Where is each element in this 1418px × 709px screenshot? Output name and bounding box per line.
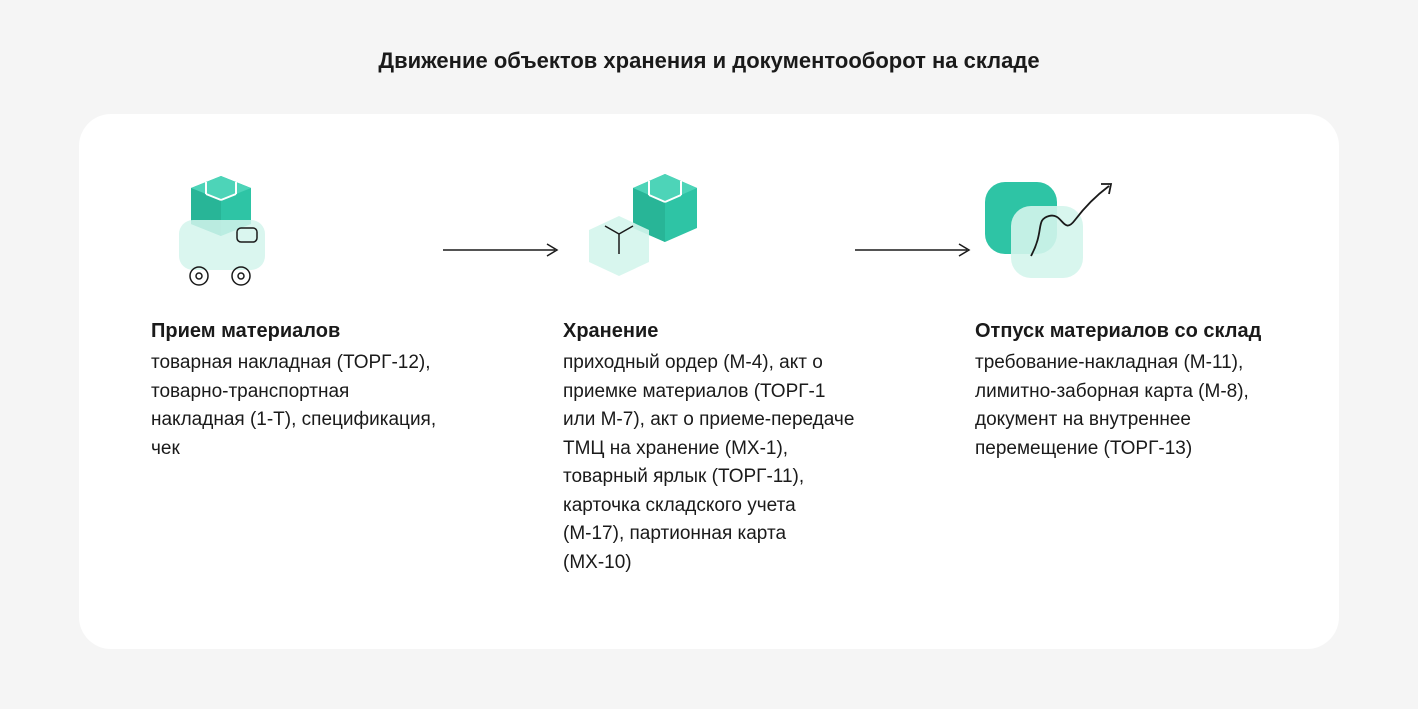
step-title: Прием материалов bbox=[151, 320, 443, 343]
receive-icon bbox=[151, 170, 443, 300]
arrow-1 bbox=[443, 170, 563, 300]
step-dispatch: Отпуск материалов со склад требование-на… bbox=[975, 170, 1267, 463]
step-desc: товарная накладная (ТОРГ-12), товарно-тр… bbox=[151, 349, 443, 463]
step-storage: Хранение приходный ордер (М-4), акт о пр… bbox=[563, 170, 855, 577]
step-desc: требование-накладная (М-11), лимитно-заб… bbox=[975, 349, 1267, 463]
arrow-2 bbox=[855, 170, 975, 300]
diagram-title: Движение объектов хранения и документооб… bbox=[378, 48, 1039, 74]
storage-icon bbox=[563, 170, 855, 300]
step-title: Хранение bbox=[563, 320, 855, 343]
dispatch-icon bbox=[975, 170, 1267, 300]
diagram-card: Прием материалов товарная накладная (ТОР… bbox=[79, 114, 1339, 649]
step-desc: приходный ордер (М-4), акт о приемке мат… bbox=[563, 349, 855, 577]
step-title: Отпуск материалов со склад bbox=[975, 320, 1267, 343]
step-receive: Прием материалов товарная накладная (ТОР… bbox=[151, 170, 443, 463]
